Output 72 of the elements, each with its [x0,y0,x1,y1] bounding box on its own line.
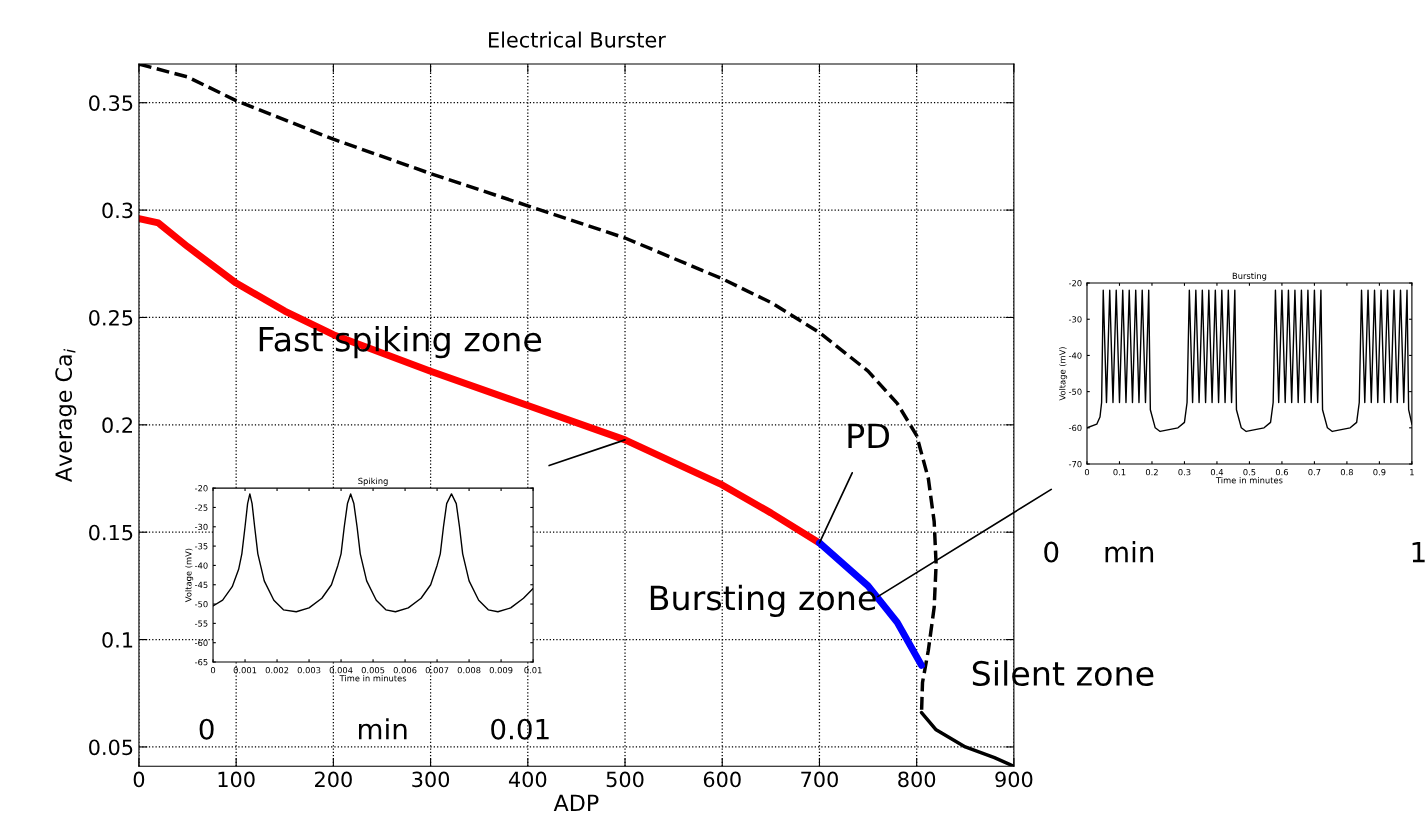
y-tick-label: -45 [194,581,208,589]
annotation: Bursting zone [650,584,876,617]
x-tick-label: 0.002 [265,667,289,674]
y-tick-label: 0.15 [89,524,133,541]
annotation: min [359,718,407,740]
x-tick-label: 300 [412,771,450,788]
x-tick-label: 800 [898,771,936,788]
x-tick-label: 0.3 [1178,469,1191,476]
y-tick-label: -20 [1068,280,1082,287]
y-tick-label: -50 [1068,388,1082,395]
x-tick-label: 0.008 [457,667,481,674]
y-tick-label: 0.25 [89,309,133,326]
chart-title: Bursting [1232,272,1267,281]
annotation: 0.01 [491,718,549,740]
y-tick-label: -30 [194,523,208,531]
x-tick-label: 0 [133,771,145,788]
x-axis-title: ADP [553,794,599,811]
y-tick-label: 0.05 [89,739,133,756]
y-tick-label: -55 [194,620,208,627]
x-tick-label: 0.9 [1373,469,1386,476]
x-axis-title: Time in minutes [339,674,407,682]
x-tick-label: 700 [801,771,838,788]
x-tick-label: 0 [1084,469,1090,476]
y-axis-title: Voltage (mV) [185,548,194,603]
x-tick-label: 0.1 [1113,469,1126,476]
y-axis-title: Voltage (mV) [1059,347,1068,401]
x-tick-label: 500 [606,771,644,788]
x-tick-label: 100 [218,771,255,788]
annotation: 0 [199,718,214,740]
x-tick-label: 1 [1410,469,1414,476]
x-tick-label: 0.005 [361,667,385,674]
y-tick-label: 0.2 [102,417,132,434]
x-tick-label: 0.006 [393,667,417,674]
x-tick-label: 900 [995,771,1033,788]
y-tick-label: 0.35 [89,95,133,111]
y-tick-label: 0.1 [102,632,133,648]
x-tick-label: 200 [315,771,352,788]
x-tick-label: 600 [703,771,741,788]
text: 0 [1044,541,1059,563]
y-tick-label: -30 [1068,316,1082,323]
x-tick-label: 0.7 [1308,469,1321,476]
x-axis-title: Time in minutes [1215,476,1283,484]
y-tick-label: -40 [1068,352,1082,359]
chart-title: Electrical Burster [489,31,666,48]
x-tick-label: 0 [210,667,216,674]
x-tick-label: 0.001 [233,667,257,674]
y-tick-label: -60 [194,639,208,646]
x-tick-label: 0.4 [1210,469,1224,476]
y-tick-label: -40 [194,562,208,569]
text: 1 [1412,541,1425,563]
y-tick-label: -70 [1068,460,1082,468]
x-tick-label: 0.007 [425,667,449,674]
y-tick-label: -60 [1068,424,1082,432]
x-tick-label: 0.2 [1145,469,1158,476]
chart-title: Spiking [358,477,388,486]
annotation: PD [848,423,889,448]
text: min [1105,541,1154,563]
y-tick-label: -20 [194,485,208,492]
x-tick-label: 0.8 [1340,469,1353,476]
x-tick-label: 0.009 [489,667,513,674]
x-tick-label: 0.6 [1275,469,1289,476]
y-tick-label: -50 [194,601,208,608]
x-tick-label: 0.004 [329,667,353,674]
y-tick-label: -65 [194,659,208,666]
y-tick-label: 0.3 [102,202,133,219]
x-tick-label: 0.01 [524,667,542,674]
y-axis-title: Average Ca$_{i}$ [55,348,77,482]
x-tick-label: 400 [508,771,547,788]
x-tick-label: 0.5 [1243,469,1256,476]
x-tick-label: 0.003 [297,667,321,674]
y-tick-label: -25 [194,504,208,511]
y-tick-label: -35 [194,543,208,550]
